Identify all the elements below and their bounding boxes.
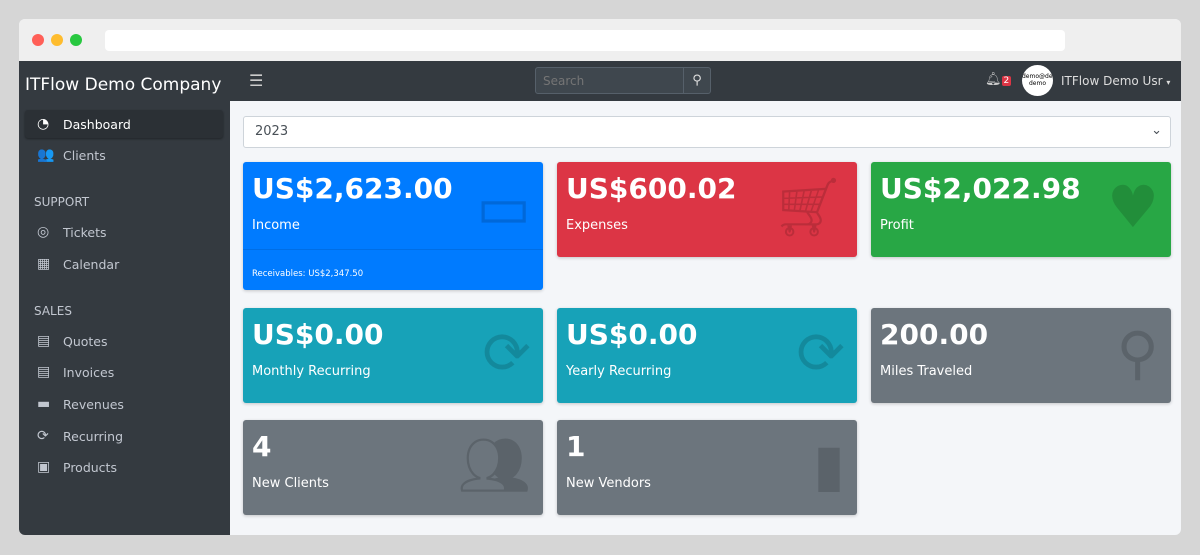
label: Tickets: [63, 224, 107, 240]
sidebar-item-revenues[interactable]: ▬ Revenues: [25, 390, 223, 418]
search-button[interactable]: ⚲: [683, 68, 710, 93]
search-input[interactable]: [536, 68, 683, 93]
stat-card-monthly-recurring: US$0.00 Monthly Recurring ⟳: [243, 308, 543, 403]
users-icon: 👥: [37, 147, 55, 163]
stat-card-yearly-recurring: US$0.00 Yearly Recurring ⟳: [557, 308, 857, 403]
stat-card-new-vendors: 1 New Vendors ▮: [557, 420, 857, 515]
card-value: 1: [566, 430, 586, 463]
card-label: Miles Traveled: [880, 364, 973, 379]
stat-card-expenses: US$600.02 Expenses 🛒︎: [557, 162, 857, 257]
stat-card-new-clients: 4 New Clients 👥︎: [243, 420, 543, 515]
calendar-icon: ▦: [37, 256, 51, 272]
card-value: US$2,623.00: [252, 172, 453, 205]
divider: [243, 249, 543, 250]
sync-icon: ⟳: [37, 428, 49, 444]
brand[interactable]: ITFlow Demo Company: [25, 75, 222, 95]
credit-card-icon: ▬: [37, 396, 51, 412]
sidebar-item-recurring[interactable]: ⟳ Recurring: [25, 422, 223, 450]
label: Clients: [63, 147, 106, 163]
caret-down-icon: ▾: [1166, 78, 1171, 87]
notification-badge: 2: [1001, 76, 1012, 86]
card-value: US$0.00: [566, 318, 698, 351]
label: Revenues: [63, 396, 124, 412]
sidebar-item-dashboard[interactable]: ◔ Dashboard: [25, 110, 223, 138]
stat-card-profit: US$2,022.98 Profit ♥: [871, 162, 1171, 257]
card-label: Income: [252, 218, 300, 233]
support-header: SUPPORT: [34, 195, 90, 209]
label: Calendar: [63, 256, 120, 272]
chevron-down-icon: ⌄: [1151, 123, 1162, 138]
label: Products: [63, 459, 117, 475]
browser-chrome: [19, 19, 1181, 61]
card-label: Monthly Recurring: [252, 364, 371, 379]
search-icon: ⚲: [692, 73, 702, 88]
card-label: Expenses: [566, 218, 628, 233]
box-icon: ▣: [37, 459, 51, 475]
minimize-window-button[interactable]: [51, 34, 63, 46]
sidebar-item-invoices[interactable]: ▤ Invoices: [25, 358, 223, 386]
search-form: ⚲: [535, 67, 711, 94]
label: Quotes: [63, 333, 108, 349]
top-navbar: ☰ ⚲ 🔔︎2 demo@demo demo ITFlow Demo Usr ▾: [230, 61, 1181, 101]
card-footer[interactable]: Receivables: US$2,347.50: [252, 269, 364, 279]
card-value: US$600.02: [566, 172, 737, 205]
sidebar-item-quotes[interactable]: ▤ Quotes: [25, 327, 223, 355]
notifications-button[interactable]: 🔔︎ 2: [985, 72, 1012, 87]
sidebar-item-products[interactable]: ▣ Products: [25, 453, 223, 481]
hamburger-menu-icon[interactable]: ☰: [249, 71, 264, 90]
card-value: 200.00: [880, 318, 989, 351]
life-ring-icon: ◎: [37, 224, 50, 240]
users-icon: 👥︎: [457, 431, 531, 499]
label: Invoices: [63, 364, 115, 380]
maximize-window-button[interactable]: [70, 34, 82, 46]
sales-header: SALES: [34, 304, 72, 318]
card-label: Profit: [880, 218, 914, 233]
sidebar: ITFlow Demo Company ◔ Dashboard 👥 Clients …: [19, 61, 230, 535]
shopping-cart-icon: 🛒︎: [771, 173, 845, 241]
browser-window: ITFlow Demo Company ◔ Dashboard 👥 Clients …: [19, 19, 1181, 535]
card-label: Yearly Recurring: [566, 364, 672, 379]
tachometer-icon: ◔: [37, 116, 50, 132]
avatar[interactable]: demo@demo demo: [1022, 65, 1053, 96]
stat-card-miles-traveled: 200.00 Miles Traveled ⚲: [871, 308, 1171, 403]
sync-icon: ⟳: [482, 319, 531, 387]
year-select[interactable]: 2023 ⌄: [243, 116, 1171, 148]
sidebar-item-clients[interactable]: 👥 Clients: [25, 141, 223, 169]
building-icon: ▮: [813, 431, 845, 499]
close-window-button[interactable]: [32, 34, 44, 46]
user-name: ITFlow Demo Usr: [1061, 74, 1163, 88]
address-bar[interactable]: [105, 30, 1065, 51]
user-menu[interactable]: ITFlow Demo Usr ▾: [1061, 74, 1170, 88]
heart-icon: ♥: [1107, 173, 1159, 241]
sidebar-item-calendar[interactable]: ▦ Calendar: [25, 250, 223, 278]
card-value: US$2,022.98: [880, 172, 1081, 205]
credit-card-icon: ▭: [476, 173, 531, 241]
card-label: New Vendors: [566, 476, 651, 491]
file-icon: ▤: [37, 333, 51, 349]
card-value: 4: [252, 430, 272, 463]
card-label: New Clients: [252, 476, 329, 491]
card-value: US$0.00: [252, 318, 384, 351]
label: Recurring: [63, 428, 123, 444]
sidebar-item-tickets[interactable]: ◎ Tickets: [25, 218, 223, 246]
invoice-icon: ▤: [37, 364, 51, 380]
sync-icon: ⟳: [796, 319, 845, 387]
label: Dashboard: [63, 116, 131, 132]
year-value: 2023: [255, 124, 289, 139]
stat-card-income: US$2,623.00 Income ▭ Receivables: US$2,34…: [243, 162, 543, 290]
route-icon: ⚲: [1116, 319, 1159, 387]
bell-icon: 🔔︎: [985, 72, 1002, 87]
